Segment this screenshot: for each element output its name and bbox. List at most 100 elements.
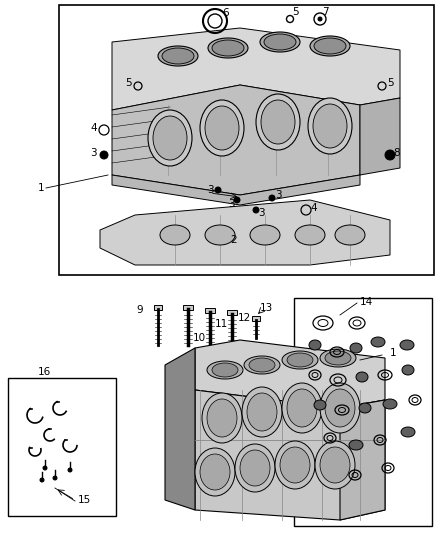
Text: 6: 6 (222, 8, 229, 18)
Polygon shape (340, 400, 385, 520)
Circle shape (43, 466, 47, 470)
Ellipse shape (195, 448, 235, 496)
Text: 15: 15 (78, 495, 91, 505)
Text: 13: 13 (260, 303, 273, 313)
Ellipse shape (235, 444, 275, 492)
Polygon shape (360, 98, 400, 175)
Text: 11: 11 (215, 319, 228, 329)
Polygon shape (112, 28, 400, 110)
Bar (183, 305, 193, 310)
Ellipse shape (240, 450, 270, 486)
Bar (294, 298, 432, 526)
Text: 7: 7 (322, 7, 328, 17)
Ellipse shape (205, 106, 239, 150)
Text: 3: 3 (258, 208, 265, 218)
Ellipse shape (320, 349, 356, 367)
Ellipse shape (402, 365, 414, 375)
Text: 12: 12 (238, 313, 251, 323)
Circle shape (215, 187, 221, 193)
Bar (205, 308, 215, 313)
Circle shape (53, 476, 57, 480)
Ellipse shape (349, 440, 363, 450)
Ellipse shape (148, 110, 192, 166)
Ellipse shape (282, 383, 322, 433)
Polygon shape (112, 175, 360, 205)
Polygon shape (100, 200, 390, 265)
Ellipse shape (313, 104, 347, 148)
Circle shape (269, 195, 275, 201)
Ellipse shape (202, 393, 242, 443)
Ellipse shape (162, 48, 194, 64)
Text: 1: 1 (38, 183, 45, 193)
Ellipse shape (400, 340, 414, 350)
Ellipse shape (314, 38, 346, 54)
Circle shape (40, 478, 44, 482)
Ellipse shape (208, 38, 248, 58)
Ellipse shape (295, 225, 325, 245)
Ellipse shape (314, 400, 326, 410)
Ellipse shape (325, 351, 351, 365)
Text: 10: 10 (193, 333, 206, 343)
Ellipse shape (256, 94, 300, 150)
Text: 8: 8 (393, 148, 399, 158)
Ellipse shape (280, 447, 310, 483)
Ellipse shape (350, 343, 362, 353)
Text: 9: 9 (136, 305, 143, 315)
Bar (227, 310, 237, 315)
Ellipse shape (320, 383, 360, 433)
Ellipse shape (212, 40, 244, 56)
Bar (154, 305, 162, 310)
Circle shape (318, 17, 322, 21)
Ellipse shape (207, 361, 243, 379)
Ellipse shape (309, 340, 321, 350)
Ellipse shape (325, 389, 355, 427)
Ellipse shape (308, 98, 352, 154)
Text: 2: 2 (230, 235, 237, 245)
Text: 4: 4 (90, 123, 97, 133)
Text: 14: 14 (360, 297, 373, 307)
Bar (252, 316, 260, 321)
Ellipse shape (356, 372, 368, 382)
Ellipse shape (260, 32, 300, 52)
Circle shape (253, 207, 259, 213)
Ellipse shape (282, 351, 318, 369)
Circle shape (234, 197, 240, 203)
Ellipse shape (401, 427, 415, 437)
Ellipse shape (247, 393, 277, 431)
Bar (59, 5, 434, 275)
Ellipse shape (158, 46, 198, 66)
Ellipse shape (359, 403, 371, 413)
Ellipse shape (261, 100, 295, 144)
Ellipse shape (200, 454, 230, 490)
Ellipse shape (287, 353, 313, 367)
Ellipse shape (287, 389, 317, 427)
Ellipse shape (320, 447, 350, 483)
Polygon shape (165, 348, 195, 510)
Ellipse shape (242, 387, 282, 437)
Text: 3: 3 (207, 185, 214, 195)
Ellipse shape (383, 399, 397, 409)
Ellipse shape (315, 441, 355, 489)
Ellipse shape (371, 337, 385, 347)
Ellipse shape (160, 225, 190, 245)
Ellipse shape (153, 116, 187, 160)
Ellipse shape (205, 225, 235, 245)
Ellipse shape (249, 358, 275, 372)
Text: 16: 16 (38, 367, 51, 377)
Ellipse shape (212, 363, 238, 377)
Ellipse shape (310, 36, 350, 56)
Text: 5: 5 (387, 78, 394, 88)
Polygon shape (195, 390, 385, 520)
Text: 1: 1 (390, 348, 397, 358)
Ellipse shape (335, 225, 365, 245)
Ellipse shape (244, 356, 280, 374)
Text: 3: 3 (90, 148, 97, 158)
Polygon shape (195, 340, 385, 408)
Ellipse shape (264, 34, 296, 50)
Circle shape (68, 468, 72, 472)
Ellipse shape (275, 441, 315, 489)
Bar (8, 378, 116, 516)
Text: 5: 5 (125, 78, 132, 88)
Circle shape (100, 151, 108, 159)
Text: 3: 3 (228, 199, 235, 209)
